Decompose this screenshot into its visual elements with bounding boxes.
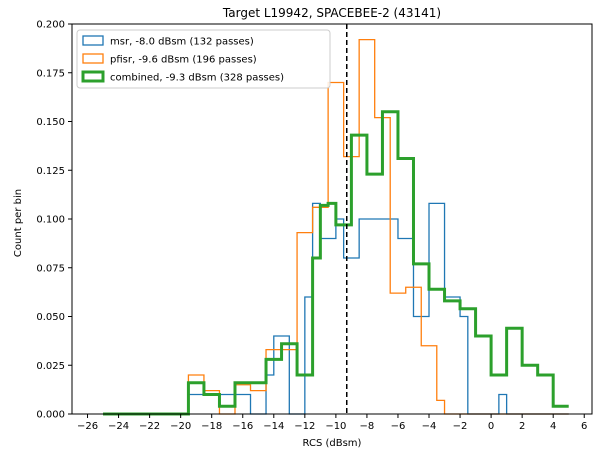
series-line-0 <box>103 202 569 415</box>
legend-label-1: pfisr, -9.6 dBsm (196 passes) <box>110 55 257 66</box>
legend-box <box>76 29 331 89</box>
chart-title: Target L19942, SPACEBEE-2 (43141) <box>222 6 441 20</box>
y-tick-label: 0.125 <box>36 166 65 177</box>
x-tick-label: 2 <box>519 421 525 432</box>
axes: −26 −24 −22 −20 −18 −16 −14 −12 −10 −8 −6 −4 −2 0 2 4 60… <box>36 20 593 432</box>
y-tick-label: 0.075 <box>36 263 65 274</box>
y-tick-label: 0.025 <box>36 361 65 372</box>
y-axis-label: Count per bin <box>13 189 24 257</box>
y-tick-label: 0.175 <box>36 68 65 79</box>
x-tick-label: −18 <box>201 421 222 432</box>
x-tick-label: 4 <box>550 421 556 432</box>
legend-swatch-0 <box>82 35 104 46</box>
legend-label-0: msr, -8.0 dBsm (132 passes) <box>110 37 254 48</box>
y-tick-label: 0.100 <box>36 215 65 226</box>
x-tick-label: −2 <box>453 421 468 432</box>
series-line-2 <box>103 110 569 416</box>
y-tick-label: 0.200 <box>36 20 65 31</box>
x-tick-label: −20 <box>170 421 191 432</box>
legend-label-2: combined, -9.3 dBsm (328 passes) <box>110 73 284 84</box>
x-tick-label: −22 <box>139 421 160 432</box>
x-tick-label: −6 <box>391 421 406 432</box>
x-tick-label: −10 <box>325 421 346 432</box>
legend: msr, -8.0 dBsm (132 passes) pfisr, -9.6 d… <box>76 29 331 89</box>
x-tick-label: −16 <box>232 421 253 432</box>
y-tick-label: 0.150 <box>36 117 65 128</box>
y-tick-label: 0.050 <box>36 312 65 323</box>
legend-swatch-1 <box>82 53 104 64</box>
x-axis-label: RCS (dBsm) <box>303 438 362 449</box>
x-tick-label: −24 <box>108 421 129 432</box>
x-tick-label: −12 <box>294 421 315 432</box>
x-tick-label: −8 <box>360 421 375 432</box>
x-tick-label: −26 <box>77 421 98 432</box>
legend-swatch-2 <box>81 70 105 83</box>
x-tick-label: 6 <box>581 421 587 432</box>
x-tick-label: −4 <box>422 421 437 432</box>
x-tick-label: 0 <box>488 421 494 432</box>
plot-area <box>103 38 569 416</box>
x-tick-label: −14 <box>263 421 284 432</box>
y-tick-label: 0.000 <box>36 410 65 421</box>
